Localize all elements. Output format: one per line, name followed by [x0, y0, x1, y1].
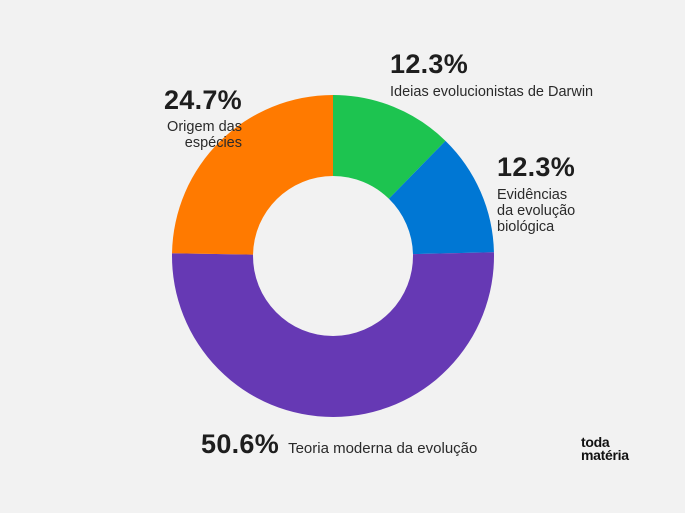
toda-materia-logo: toda matéria — [581, 434, 629, 463]
percent-value: 24.7% — [163, 85, 242, 115]
label-origin-of-species: 24.7% Origem das espécies — [120, 85, 242, 152]
donut-slice-2 — [172, 252, 495, 417]
percent-value: 12.3% — [390, 49, 469, 79]
category-text: Evidências da evolução biológica — [497, 187, 575, 235]
category-text-line: biológica — [497, 219, 555, 235]
logo-line: matéria — [581, 447, 629, 463]
donut-slice-3 — [172, 95, 333, 255]
logo-line: toda — [581, 434, 610, 450]
label-darwin-ideas: 12.3% Ideias evolucionistas de Darwin — [390, 49, 594, 101]
label-biological-evidence: 12.3% Evidências da evolução biológica — [497, 152, 576, 236]
percent-value: 12.3% — [497, 152, 576, 182]
donut-slice-0 — [333, 95, 446, 199]
donut-slice-1 — [388, 140, 494, 255]
category-text: Teoria moderna da evolução — [288, 440, 478, 457]
category-text: Origem das espécies — [167, 119, 242, 151]
label-modern-theory: 50.6% Teoria moderna da evolução — [201, 431, 477, 458]
category-text: Ideias evolucionistas de Darwin — [390, 84, 594, 100]
percent-value: 50.6% — [201, 429, 280, 459]
category-text-line: da evolução — [497, 203, 576, 219]
category-text-line: Evidências — [497, 187, 568, 203]
